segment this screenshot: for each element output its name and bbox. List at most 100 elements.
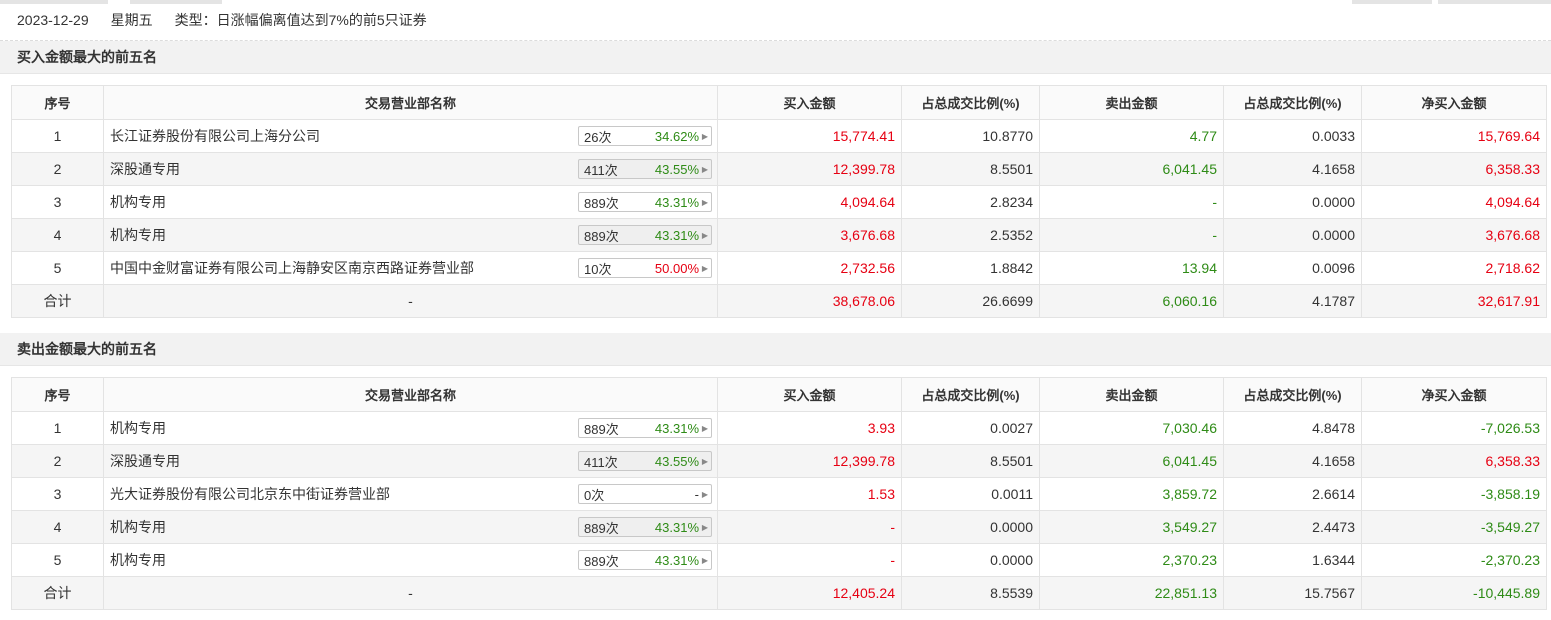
- branch-stats-badge[interactable]: 10次 50.00% ▶: [578, 258, 712, 278]
- row-number: 5: [11, 251, 104, 285]
- branch-win-rate: 43.31%: [654, 420, 699, 436]
- branch-stats-badge[interactable]: 26次 34.62% ▶: [578, 126, 712, 146]
- branch-name-cell: 机构专用 889次 43.31% ▶: [103, 185, 718, 219]
- branch-win-rate: 43.31%: [654, 519, 699, 535]
- buy-amount: -: [717, 510, 902, 544]
- buy-amount: 3,676.68: [717, 218, 902, 252]
- branch-name-cell: 机构专用 889次 43.31% ▶: [103, 510, 718, 544]
- branch-stats-badge[interactable]: 411次 43.55% ▶: [578, 159, 712, 179]
- buy-ratio: 0.0027: [901, 411, 1040, 445]
- col-header-net: 净买入金额: [1361, 85, 1547, 120]
- buy-ratio: 2.5352: [901, 218, 1040, 252]
- buy-ratio: 0.0000: [901, 510, 1040, 544]
- row-number: 2: [11, 152, 104, 186]
- sell-section-title: 卖出金额最大的前五名: [0, 333, 1551, 366]
- sell-ratio: 2.6614: [1223, 477, 1362, 511]
- col-header-no: 序号: [11, 377, 104, 412]
- total-sell-amount: 6,060.16: [1039, 284, 1224, 318]
- branch-name-cell: 中国中金财富证券有限公司上海静安区南京西路证券营业部 10次 50.00% ▶: [103, 251, 718, 285]
- sell-ratio: 0.0033: [1223, 119, 1362, 153]
- top-tab-stub[interactable]: [130, 0, 222, 4]
- branch-stats-badge[interactable]: 889次 43.31% ▶: [578, 517, 712, 537]
- branch-win-rate: 43.31%: [654, 227, 699, 243]
- sell-ratio: 0.0096: [1223, 251, 1362, 285]
- branch-win-rate: 43.31%: [654, 194, 699, 210]
- table-row: 3 光大证券股份有限公司北京东中街证券营业部 0次 - ▶ 1.53 0.0011 3,859…: [11, 477, 1547, 511]
- table-row: 1 长江证券股份有限公司上海分公司 26次 34.62% ▶ 15,774.41 10.87…: [11, 119, 1547, 153]
- top-tab-stub[interactable]: [0, 0, 108, 4]
- net-buy-amount: 15,769.64: [1361, 119, 1547, 153]
- col-header-buy-pct: 占总成交比例(%): [901, 85, 1040, 120]
- branch-listing-count: 10次: [584, 261, 612, 277]
- col-header-net: 净买入金额: [1361, 377, 1547, 412]
- chevron-right-icon: ▶: [701, 197, 709, 207]
- total-buy-ratio: 8.5539: [901, 576, 1040, 610]
- total-buy-ratio: 26.6699: [901, 284, 1040, 318]
- branch-stats-badge[interactable]: 889次 43.31% ▶: [578, 550, 712, 570]
- branch-stats-badge[interactable]: 0次 - ▶: [578, 484, 712, 504]
- chevron-right-icon: ▶: [701, 164, 709, 174]
- branch-name-link[interactable]: 机构专用: [110, 519, 166, 535]
- branch-win-rate: 43.31%: [654, 552, 699, 568]
- row-number: 4: [11, 510, 104, 544]
- branch-name-link[interactable]: 深股通专用: [110, 453, 180, 469]
- buy-table-body: 1 长江证券股份有限公司上海分公司 26次 34.62% ▶ 15,774.41 10.87…: [11, 119, 1547, 318]
- sell-ratio: 2.4473: [1223, 510, 1362, 544]
- buy-top5-table: 序号 交易营业部名称 买入金额 占总成交比例(%) 卖出金额 占总成交比例(%)…: [11, 85, 1547, 318]
- sell-ratio: 4.1658: [1223, 444, 1362, 478]
- chevron-right-icon: ▶: [701, 456, 709, 466]
- sell-amount: 13.94: [1039, 251, 1224, 285]
- col-header-sell-pct: 占总成交比例(%): [1223, 377, 1362, 412]
- branch-name-link[interactable]: 深股通专用: [110, 161, 180, 177]
- top-tab-stub[interactable]: [1352, 0, 1432, 4]
- branch-name-link[interactable]: 机构专用: [110, 227, 166, 243]
- buy-amount: 12,399.78: [717, 152, 902, 186]
- sell-amount: 2,370.23: [1039, 543, 1224, 577]
- row-number: 3: [11, 185, 104, 219]
- branch-name-cell: 光大证券股份有限公司北京东中街证券营业部 0次 - ▶: [103, 477, 718, 511]
- net-buy-amount: 6,358.33: [1361, 152, 1547, 186]
- list-type: 类型：日涨幅偏离值达到7%的前5只证券: [174, 12, 427, 28]
- row-number: 1: [11, 411, 104, 445]
- table-row: 5 中国中金财富证券有限公司上海静安区南京西路证券营业部 10次 50.00% ▶ 2,7…: [11, 251, 1547, 285]
- buy-ratio: 1.8842: [901, 251, 1040, 285]
- total-net-amount: -10,445.89: [1361, 576, 1547, 610]
- branch-stats-badge[interactable]: 889次 43.31% ▶: [578, 418, 712, 438]
- branch-name-link[interactable]: 光大证券股份有限公司北京东中街证券营业部: [110, 486, 390, 502]
- net-buy-amount: 4,094.64: [1361, 185, 1547, 219]
- chevron-right-icon: ▶: [701, 230, 709, 240]
- branch-listing-count: 26次: [584, 129, 612, 145]
- trade-weekday: 星期五: [110, 12, 153, 28]
- table-row: 5 机构专用 889次 43.31% ▶ -0.0000 2,370.23 1.6344 -2,…: [11, 543, 1547, 577]
- buy-section-title: 买入金额最大的前五名: [0, 41, 1551, 74]
- top-tab-stub[interactable]: [1438, 0, 1551, 4]
- branch-name-link[interactable]: 中国中金财富证券有限公司上海静安区南京西路证券营业部: [110, 260, 474, 276]
- branch-stats-badge[interactable]: 889次 43.31% ▶: [578, 225, 712, 245]
- branch-win-rate: 43.55%: [654, 161, 699, 177]
- total-branch-placeholder: -: [103, 576, 718, 610]
- buy-ratio: 10.8770: [901, 119, 1040, 153]
- total-row: 合计 -38,678.06 26.6699 6,060.16 4.1787 32,617.…: [11, 284, 1547, 318]
- branch-listing-count: 411次: [584, 454, 618, 470]
- sell-ratio: 0.0000: [1223, 218, 1362, 252]
- buy-ratio: 2.8234: [901, 185, 1040, 219]
- chevron-right-icon: ▶: [701, 522, 709, 532]
- branch-name-link[interactable]: 机构专用: [110, 552, 166, 568]
- branch-name-link[interactable]: 机构专用: [110, 420, 166, 436]
- branch-win-rate: 34.62%: [654, 128, 699, 144]
- sell-ratio: 0.0000: [1223, 185, 1362, 219]
- branch-name-cell: 机构专用 889次 43.31% ▶: [103, 411, 718, 445]
- sell-table-body: 1 机构专用 889次 43.31% ▶ 3.93 0.0027 7,030.46 4.8478…: [11, 411, 1547, 610]
- branch-listing-count: 889次: [584, 195, 619, 211]
- total-sell-amount: 22,851.13: [1039, 576, 1224, 610]
- total-sell-ratio: 15.7567: [1223, 576, 1362, 610]
- branch-name-link[interactable]: 机构专用: [110, 194, 166, 210]
- branch-stats-badge[interactable]: 889次 43.31% ▶: [578, 192, 712, 212]
- table-row: 1 机构专用 889次 43.31% ▶ 3.93 0.0027 7,030.46 4.8478…: [11, 411, 1547, 445]
- branch-stats-badge[interactable]: 411次 43.55% ▶: [578, 451, 712, 471]
- sell-amount: 6,041.45: [1039, 444, 1224, 478]
- sell-amount: 3,859.72: [1039, 477, 1224, 511]
- branch-name-link[interactable]: 长江证券股份有限公司上海分公司: [110, 128, 320, 144]
- total-net-amount: 32,617.91: [1361, 284, 1547, 318]
- branch-name-cell: 机构专用 889次 43.31% ▶: [103, 218, 718, 252]
